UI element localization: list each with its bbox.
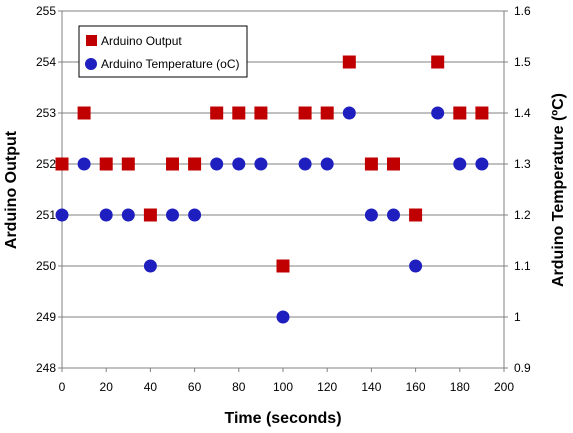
temperature-point — [55, 208, 69, 222]
output-point — [188, 157, 202, 171]
y2-tick-label: 1.4 — [514, 106, 531, 120]
x-tick-label: 80 — [232, 380, 246, 394]
temperature-point — [143, 259, 157, 273]
output-point — [387, 157, 400, 171]
x-tick-label: 60 — [188, 380, 202, 394]
y2-tick-label: 0.9 — [514, 361, 531, 375]
y2-tick-label: 1.5 — [514, 55, 531, 69]
output-point — [453, 106, 467, 120]
temperature-point — [409, 259, 423, 273]
x-tick-label: 40 — [144, 380, 158, 394]
output-point — [166, 157, 179, 171]
output-point — [320, 106, 334, 120]
x-tick-label: 180 — [450, 380, 470, 394]
y-tick-label: 251 — [36, 208, 56, 222]
temperature-point — [99, 208, 113, 222]
y2-axis-title: Arduino Temperature (ºC) — [550, 93, 567, 287]
output-point — [210, 106, 224, 120]
x-tick-label: 160 — [406, 380, 426, 394]
temperature-point — [431, 106, 445, 120]
x-tick-label: 200 — [494, 380, 514, 394]
data-marks — [55, 55, 489, 324]
y-tick-label: 249 — [36, 310, 56, 324]
y2-tick-label: 1.2 — [514, 208, 531, 222]
y2-tick-label: 1.3 — [514, 157, 531, 171]
output-point — [276, 259, 290, 273]
legend-temperature-marker — [85, 58, 97, 70]
y-tick-label: 248 — [36, 361, 56, 375]
y-tick-label: 254 — [36, 55, 56, 69]
output-point — [77, 106, 91, 120]
temperature-point — [387, 208, 400, 222]
temperature-point — [320, 157, 334, 171]
output-point — [99, 157, 113, 171]
y-axis-ticks: 248 249 250 251 252 253 254 255 — [36, 4, 62, 375]
legend-output-label: Arduino Output — [101, 34, 182, 48]
output-point — [364, 157, 378, 171]
y-axis-title: Arduino Output — [3, 130, 20, 249]
legend-box — [78, 25, 248, 78]
y2-tick-label: 1.6 — [514, 4, 531, 18]
x-tick-label: 20 — [100, 380, 114, 394]
temperature-point — [298, 157, 312, 171]
x-tick-label: 120 — [317, 380, 337, 394]
temperature-point — [77, 157, 91, 171]
output-point — [431, 55, 445, 69]
temperature-point — [342, 106, 356, 120]
y2-tick-label: 1 — [514, 310, 521, 324]
y2-tick-label: 1.1 — [514, 259, 531, 273]
output-point — [55, 157, 69, 171]
output-point — [232, 106, 246, 120]
temperature-point — [254, 157, 268, 171]
x-tick-label: 100 — [273, 380, 293, 394]
output-point — [121, 157, 135, 171]
temperature-point — [276, 310, 290, 324]
temperature-point — [475, 157, 489, 171]
output-point — [475, 106, 489, 120]
y-tick-label: 252 — [36, 157, 56, 171]
y-tick-label: 253 — [36, 106, 56, 120]
temperature-point — [166, 208, 179, 222]
temperature-point — [364, 208, 378, 222]
x-axis-title: Time (seconds) — [224, 410, 341, 427]
legend: Arduino Output Arduino Temperature (oC) — [78, 25, 248, 78]
output-point — [143, 208, 157, 222]
x-axis-ticks: 0 20 40 60 80 100 120 140 160 180 200 — [59, 368, 514, 394]
temperature-point — [453, 157, 467, 171]
legend-temperature-label: Arduino Temperature (oC) — [101, 57, 240, 71]
temperature-point — [232, 157, 246, 171]
y-tick-label: 250 — [36, 259, 56, 273]
output-point — [254, 106, 268, 120]
y-tick-label: 255 — [36, 4, 56, 18]
y2-axis-ticks: 0.9 1 1.1 1.2 1.3 1.4 1.5 1.6 — [504, 4, 531, 375]
output-point — [409, 208, 423, 222]
output-point — [342, 55, 356, 69]
x-tick-label: 140 — [361, 380, 381, 394]
legend-output-marker — [86, 35, 97, 46]
x-tick-label: 0 — [59, 380, 66, 394]
output-point — [298, 106, 312, 120]
temperature-point — [121, 208, 135, 222]
temperature-point — [188, 208, 202, 222]
temperature-point — [210, 157, 224, 171]
